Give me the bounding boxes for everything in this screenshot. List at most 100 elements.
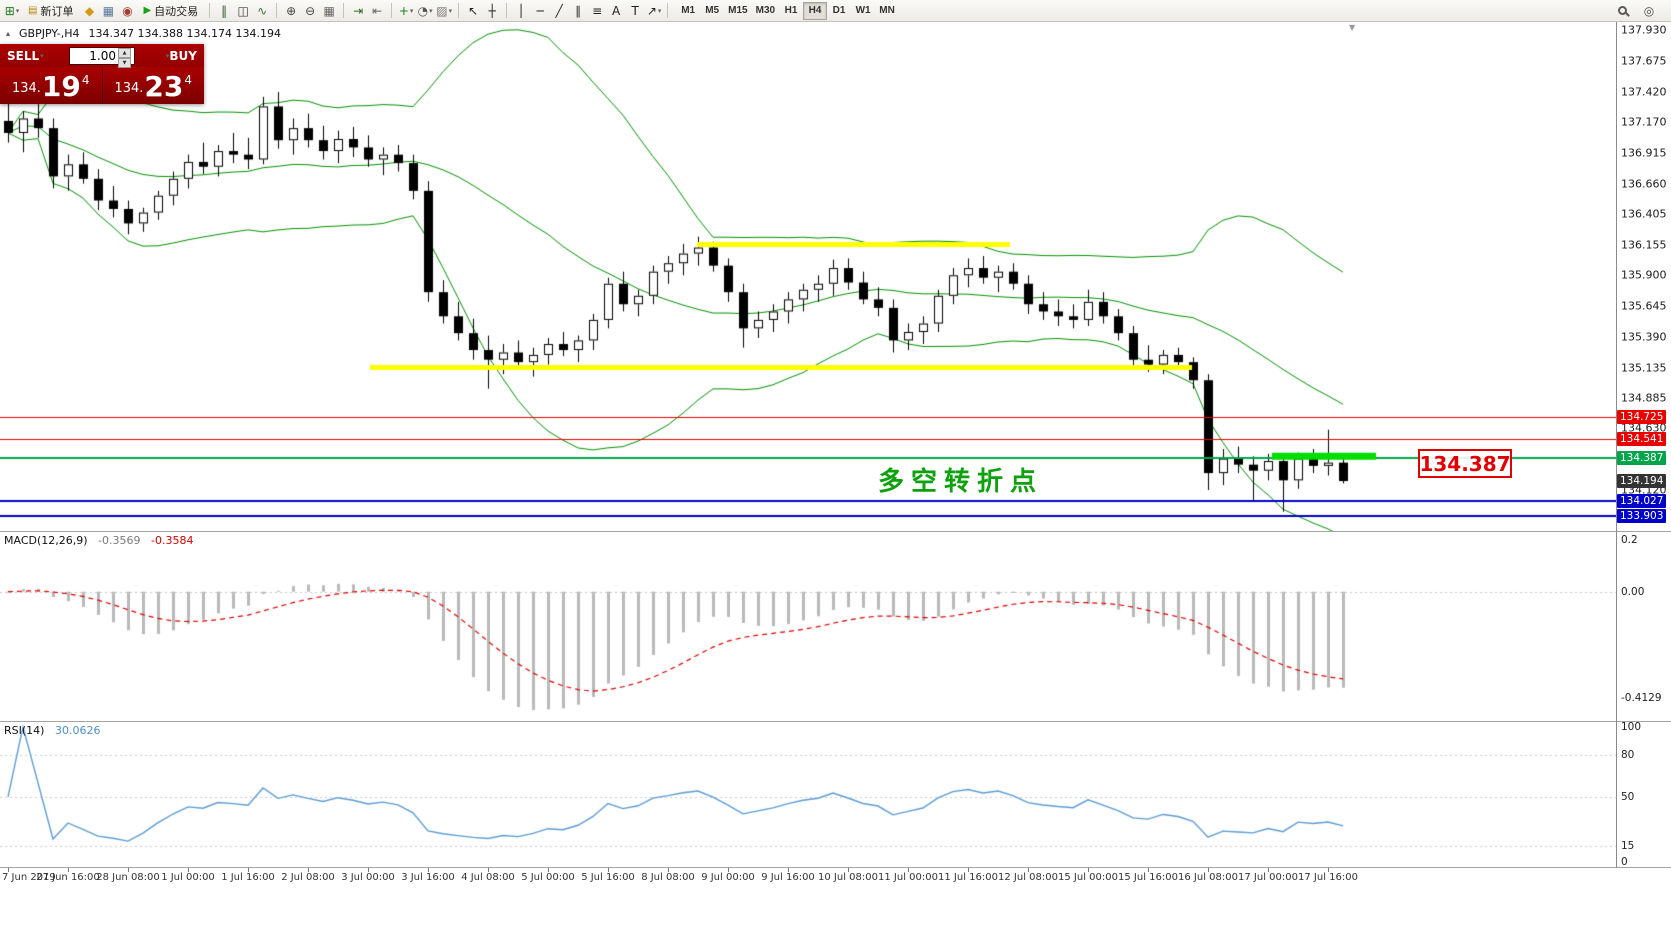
time-axis-tick xyxy=(908,868,909,872)
buy-button[interactable]: ▾ BUY xyxy=(135,44,204,67)
data-window-icon[interactable]: ▦ xyxy=(102,3,115,18)
arrows-icon[interactable]: ↗ ▾ xyxy=(646,3,662,18)
time-axis-tick xyxy=(1268,868,1269,872)
panel-separator-macd-rsi[interactable] xyxy=(0,721,1671,722)
time-axis-label: 15 Jul 00:00 xyxy=(1058,872,1118,883)
periods-icon[interactable]: ◔ ▾ xyxy=(417,3,433,18)
timeframe-m30[interactable]: M30 xyxy=(752,2,779,20)
sell-button[interactable]: SELL ▾ xyxy=(0,44,69,67)
toolbar-right: ◎ xyxy=(1614,2,1668,20)
volume-up-icon[interactable]: ▲ xyxy=(118,47,131,58)
time-axis-label: 27 Jun 16:00 xyxy=(36,872,100,883)
timeframe-m1[interactable]: M1 xyxy=(676,2,700,20)
time-axis-label: 7 Jun 2019 xyxy=(2,872,56,883)
new-chart-icon[interactable]: ⊞ ▾ xyxy=(4,3,20,18)
sell-price-button[interactable]: 134. 19 4 xyxy=(0,67,103,104)
price-axis-label: 137.930 xyxy=(1621,23,1667,37)
zoom-in-icon[interactable]: ⊕ xyxy=(286,3,297,18)
toolbar-separator xyxy=(506,3,508,18)
dropdown-arrow-icon[interactable]: ▾ xyxy=(429,6,433,15)
horizontal-line-icon[interactable]: ─ xyxy=(536,3,544,18)
buy-price-button[interactable]: 134. 23 4 xyxy=(103,67,205,104)
time-axis-tick xyxy=(968,868,969,872)
time-axis-tick xyxy=(788,868,789,872)
time-axis-label: 1 Jul 00:00 xyxy=(161,872,215,883)
new-order-button[interactable]: ▤ 新订单 xyxy=(22,2,79,20)
dropdown-arrow-icon[interactable]: ▾ xyxy=(657,6,662,15)
candlestick-chart-icon[interactable]: ◫ xyxy=(237,3,249,18)
search-icon[interactable] xyxy=(1614,3,1630,19)
timeframe-h1[interactable]: H1 xyxy=(779,2,803,20)
sell-button-label: SELL xyxy=(7,48,40,63)
timeframe-m15[interactable]: M15 xyxy=(724,2,751,20)
chart-shift-marker-icon[interactable]: ▼ xyxy=(1349,23,1356,32)
terminal-icon[interactable]: ◉ xyxy=(122,3,133,18)
time-axis-tick xyxy=(1028,868,1029,872)
buy-dropdown-icon[interactable]: ▾ xyxy=(165,51,170,60)
one-click-trading-panel: SELL ▾ ▲ ▼ ▾ BUY 134. 19 4 134. xyxy=(0,44,204,104)
auto-scroll-icon[interactable]: ⇥ xyxy=(353,3,364,18)
trendline-icon[interactable]: ╱ xyxy=(555,3,563,18)
rsi-axis-label: 0 xyxy=(1621,856,1628,868)
magnifier-glyph xyxy=(1617,6,1627,15)
price-axis-label: 136.660 xyxy=(1621,177,1667,191)
chart-annotation-text[interactable]: 多空转折点 xyxy=(878,467,1044,497)
timeframe-h4[interactable]: H4 xyxy=(803,1,828,20)
timeframe-m5[interactable]: M5 xyxy=(700,2,724,20)
current-price-tag: 134.194 xyxy=(1617,474,1667,489)
text-label-icon[interactable]: T xyxy=(631,3,639,18)
channel-icon[interactable]: ∥ xyxy=(575,3,582,18)
sell-price-pips: 19 xyxy=(41,70,81,103)
timeframe-w1[interactable]: W1 xyxy=(851,2,875,20)
text-icon[interactable]: A xyxy=(612,3,621,18)
vertical-line-icon[interactable]: │ xyxy=(517,3,525,18)
zoom-out-icon[interactable]: ⊖ xyxy=(305,3,316,18)
market-watch-icon[interactable]: ◆ xyxy=(84,3,95,18)
panel-separator-rsi-timeaxis[interactable] xyxy=(0,867,1671,868)
bar-chart-icon[interactable]: ‖ xyxy=(221,3,228,18)
line-chart-icon[interactable]: ∿ xyxy=(257,3,268,18)
sell-dropdown-icon[interactable]: ▾ xyxy=(40,51,44,60)
dropdown-arrow-icon[interactable]: ▾ xyxy=(15,6,20,15)
rsi-title: RSI(14) xyxy=(4,724,45,737)
cursor-icon[interactable]: ↖ xyxy=(468,3,479,18)
dropdown-arrow-icon[interactable]: ▾ xyxy=(448,6,453,15)
chart-ohlc-values: 134.347 134.388 134.174 134.194 xyxy=(88,27,281,40)
timeframe-mn[interactable]: MN xyxy=(875,2,899,20)
sell-price-point: 4 xyxy=(81,73,90,87)
buy-price-point: 4 xyxy=(184,73,193,87)
crosshair-icon[interactable]: ┼ xyxy=(488,3,496,18)
volume-spin-buttons: ▲ ▼ xyxy=(118,47,131,68)
fibonacci-icon[interactable]: ≡ xyxy=(592,3,603,18)
time-axis-tick xyxy=(668,868,669,872)
time-axis-label: 5 Jul 00:00 xyxy=(521,872,575,883)
timeframe-d1[interactable]: D1 xyxy=(827,2,851,20)
macd-axis-label: 0.00 xyxy=(1621,585,1645,598)
indicators-icon[interactable]: + ▾ xyxy=(398,3,414,18)
panel-separator-main-macd[interactable] xyxy=(0,531,1671,532)
community-icon[interactable]: ◎ xyxy=(1643,3,1655,18)
price-callout-box[interactable]: 134.387 xyxy=(1418,449,1512,478)
time-axis-label: 10 Jul 08:00 xyxy=(818,872,878,883)
tile-windows-icon[interactable]: ▦ xyxy=(323,3,335,18)
main-chart-canvas[interactable] xyxy=(0,22,1616,531)
dropdown-arrow-icon[interactable]: ▾ xyxy=(409,6,414,15)
time-axis-tick xyxy=(1208,868,1209,872)
time-axis-tick xyxy=(8,868,9,872)
time-axis-label: 2 Jul 08:00 xyxy=(281,872,335,883)
macd-indicator-label: MACD(12,26,9) -0.3569 -0.3584 xyxy=(4,534,193,547)
autotrading-button[interactable]: ▶ 自动交易 xyxy=(137,2,204,20)
price-axis-border xyxy=(1616,22,1617,868)
toolbar-separator xyxy=(276,3,278,18)
rsi-indicator-canvas[interactable] xyxy=(0,722,1616,867)
volume-stepper[interactable]: ▲ ▼ xyxy=(69,46,135,68)
time-axis-label: 5 Jul 16:00 xyxy=(581,872,635,883)
time-axis-tick xyxy=(308,868,309,872)
chart-shift-icon[interactable]: ⇤ xyxy=(372,3,383,18)
volume-input[interactable] xyxy=(70,48,118,63)
symbol-marker-icon: ▴ xyxy=(6,29,11,38)
macd-indicator-canvas[interactable] xyxy=(0,532,1616,721)
templates-icon[interactable]: ▨ ▾ xyxy=(436,3,453,18)
toolbar-separator xyxy=(209,3,211,18)
toolbar-separator xyxy=(667,3,669,18)
